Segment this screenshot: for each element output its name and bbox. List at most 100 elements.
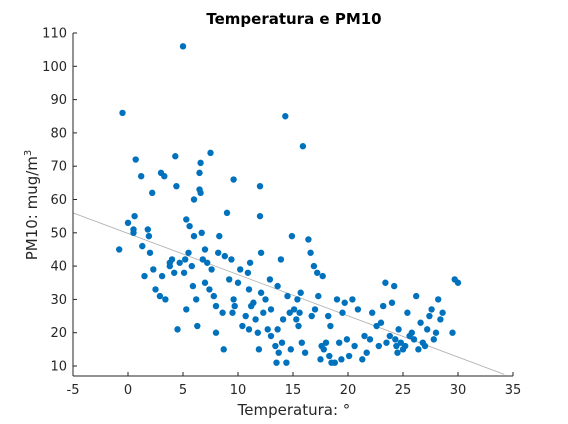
data-point-100 [282,113,289,120]
data-point-90 [267,332,275,340]
chart-title: Temperatura e PM10 [206,10,381,28]
y-tick-label-20: 20 [50,326,67,341]
data-point-15 [152,286,159,293]
data-point-113 [299,143,307,150]
data-point-28 [176,259,183,266]
y-tick-label-100: 100 [42,60,67,75]
data-point-88 [264,326,271,333]
data-point-5 [131,212,138,220]
data-point-146 [369,309,376,316]
data-point-43 [196,169,203,177]
data-point-41 [194,322,201,330]
data-point-162 [402,342,409,350]
y-tick-label-30: 30 [50,293,67,308]
data-point-103 [286,309,293,316]
data-point-97 [277,256,285,263]
data-point-106 [290,306,298,313]
data-point-144 [363,349,370,356]
data-point-93 [273,359,280,366]
data-point-0 [119,109,126,117]
data-point-55 [212,302,220,310]
data-point-165 [408,329,415,336]
data-point-150 [380,302,387,310]
x-axis-label: Temperatura: ° [237,401,351,419]
data-point-152 [383,339,390,346]
data-point-148 [375,342,382,350]
data-point-119 [311,306,319,313]
data-point-126 [322,339,330,346]
data-point-121 [315,292,322,300]
data-point-18 [158,272,166,280]
data-point-72 [242,312,249,320]
data-point-107 [293,316,300,323]
data-point-62 [223,209,231,217]
data-point-156 [392,336,399,343]
y-axis-label-main: PM10: mug/m [23,156,41,260]
data-point-78 [250,299,257,306]
y-axis-label: PM10: mug/m3 [23,150,41,261]
data-point-92 [272,342,279,350]
y-tick-label-10: 10 [50,360,67,375]
data-point-143 [361,332,368,340]
data-point-96 [275,349,282,356]
data-point-136 [341,299,348,306]
data-point-176 [432,329,440,336]
data-point-111 [297,289,304,296]
data-point-172 [424,326,431,333]
x-tick-label-20: 20 [340,383,357,398]
data-point-127 [325,312,332,320]
data-point-81 [255,346,263,353]
data-point-4 [130,229,137,237]
data-point-168 [415,346,422,353]
data-point-19 [161,172,168,180]
data-point-131 [331,359,338,366]
data-point-179 [439,309,446,316]
x-tick-label-5: 5 [179,383,187,398]
data-point-166 [410,336,418,343]
data-point-141 [354,306,362,313]
data-point-60 [220,346,227,353]
data-point-34 [185,249,192,256]
data-point-74 [245,286,253,293]
y-tick-label-80: 80 [50,126,67,141]
data-point-117 [308,312,315,320]
y-axis-label-superscript: 3 [23,150,34,156]
data-point-30 [180,269,188,276]
data-point-48 [201,279,209,286]
data-point-104 [287,346,294,353]
data-point-173 [426,312,433,320]
data-point-79 [252,316,259,323]
data-point-84 [257,249,265,256]
data-point-59 [219,309,226,316]
data-point-54 [210,292,217,300]
data-point-63 [226,276,233,283]
data-point-153 [386,332,393,340]
x-tick-label-15: 15 [285,383,302,398]
data-point-182 [454,279,462,286]
data-point-71 [239,322,246,330]
data-point-27 [174,326,181,333]
data-point-135 [339,309,346,316]
data-point-120 [314,269,321,276]
data-point-122 [317,356,324,363]
data-point-49 [201,246,209,253]
data-point-85 [257,289,265,296]
data-point-114 [301,349,309,356]
data-point-66 [230,176,237,183]
data-point-64 [228,256,235,263]
data-point-102 [284,292,291,300]
data-point-157 [393,342,400,350]
data-point-35 [186,222,193,230]
data-point-109 [295,322,302,330]
data-point-50 [204,259,211,266]
data-point-45 [197,189,204,197]
data-point-154 [388,299,396,306]
data-point-147 [373,322,380,330]
data-point-101 [283,359,290,366]
data-point-23 [168,256,176,263]
data-point-65 [229,309,236,316]
x-tick-label-35: 35 [505,383,522,398]
data-point-11 [145,232,153,240]
y-tick-label-110: 110 [42,27,67,42]
